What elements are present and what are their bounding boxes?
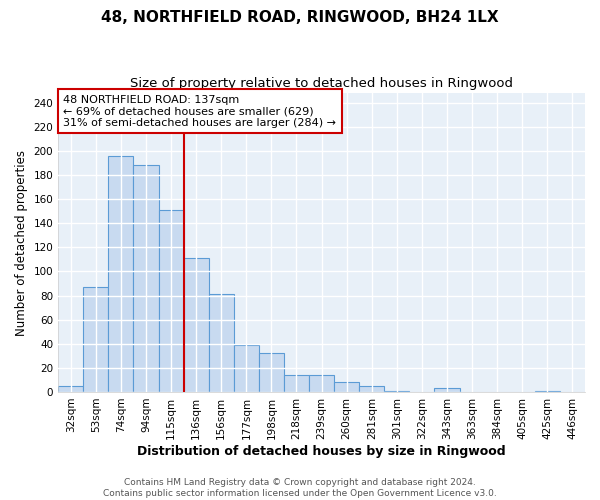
Text: 48 NORTHFIELD ROAD: 137sqm
← 69% of detached houses are smaller (629)
31% of sem: 48 NORTHFIELD ROAD: 137sqm ← 69% of deta… [64, 94, 337, 128]
Bar [83, 287, 109, 392]
Bar [385, 391, 409, 392]
Bar [434, 388, 460, 392]
Bar [334, 382, 359, 392]
Text: Contains HM Land Registry data © Crown copyright and database right 2024.
Contai: Contains HM Land Registry data © Crown c… [103, 478, 497, 498]
Y-axis label: Number of detached properties: Number of detached properties [15, 150, 28, 336]
Bar [259, 354, 284, 392]
Bar [284, 375, 309, 392]
Bar [535, 391, 560, 392]
X-axis label: Distribution of detached houses by size in Ringwood: Distribution of detached houses by size … [137, 444, 506, 458]
Bar [184, 258, 209, 392]
Bar [234, 345, 259, 392]
Bar [109, 156, 133, 392]
Title: Size of property relative to detached houses in Ringwood: Size of property relative to detached ho… [130, 78, 513, 90]
Bar [158, 210, 184, 392]
Bar [309, 375, 334, 392]
Text: 48, NORTHFIELD ROAD, RINGWOOD, BH24 1LX: 48, NORTHFIELD ROAD, RINGWOOD, BH24 1LX [101, 10, 499, 25]
Bar [209, 294, 234, 392]
Bar [359, 386, 385, 392]
Bar [133, 166, 158, 392]
Bar [58, 386, 83, 392]
